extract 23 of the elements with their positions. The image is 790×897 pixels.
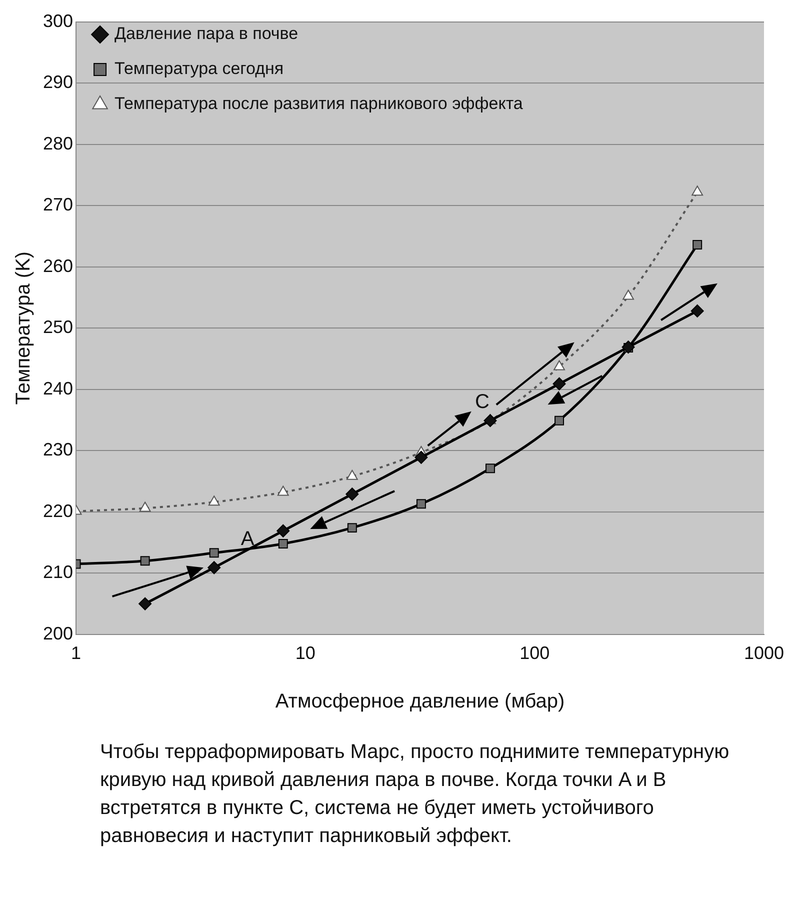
y-tick-label: 300 bbox=[42, 10, 74, 31]
y-tick-label: 240 bbox=[42, 378, 74, 398]
y-tick-label: 270 bbox=[42, 194, 74, 215]
x-axis-title: Атмосферное давление (мбар) bbox=[275, 690, 565, 713]
y-tick-label: 250 bbox=[42, 317, 74, 338]
x-tick-label: 1000 bbox=[744, 643, 784, 664]
legend-label: Давление пара в почве bbox=[114, 24, 298, 44]
y-tick-label: 290 bbox=[42, 72, 74, 92]
y-tick-label: 260 bbox=[42, 256, 74, 276]
x-tick-label: 1 bbox=[71, 643, 82, 664]
legend-label: Температура после развития парникового эффекта bbox=[114, 94, 524, 114]
x-tick-label: 10 bbox=[295, 643, 316, 664]
annotation: C bbox=[475, 391, 490, 414]
x-tick-label: 100 bbox=[520, 643, 550, 664]
legend-label: Температура сегодня bbox=[114, 59, 284, 78]
y-tick-label: 280 bbox=[42, 133, 74, 154]
y-tick-label: 220 bbox=[42, 500, 74, 521]
y-tick-label: 230 bbox=[42, 440, 74, 460]
annotation: A bbox=[240, 528, 255, 550]
y-tick-label: 200 bbox=[42, 623, 74, 644]
text: Чтобы терраформировать Марс, просто поднимите температурную кривую над кривой давления пара в почве. Когда точки A и B встретятся в пункте C, система не будет иметь устойчивого равновесия и наступит парниковый эффект. bbox=[100, 740, 730, 849]
y-axis-title: Температура (K) bbox=[12, 251, 35, 405]
y-tick-label: 210 bbox=[42, 562, 74, 582]
